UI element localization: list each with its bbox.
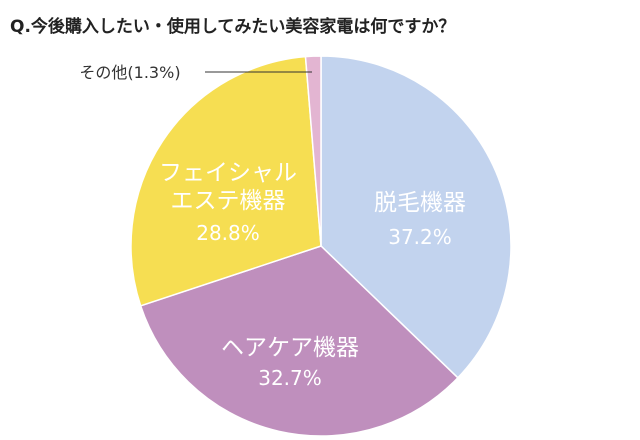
slice-value-hair-removal: 37.2%: [388, 225, 452, 249]
slice-label-hair-removal: 脱毛機器: [374, 190, 466, 216]
slice-label-other: その他(1.3%): [79, 63, 180, 82]
slice-label-facial-esthe: エステ機器: [171, 188, 286, 214]
slice-value-hair-care: 32.7%: [258, 366, 322, 390]
chart-title: Q.今後購入したい・使用してみたい美容家電は何ですか？: [10, 17, 456, 37]
pie-slice-hair-care: [139, 245, 459, 437]
slice-label-facial-esthe: フェイシャル: [159, 160, 297, 186]
pie-slice-other: [304, 55, 322, 247]
pie-slice-hair-removal: [320, 55, 512, 379]
slice-value-facial-esthe: 28.8%: [196, 221, 260, 245]
slice-label-hair-care: ヘアケア機器: [221, 335, 359, 361]
pie-slice-facial-esthe: [130, 55, 322, 307]
